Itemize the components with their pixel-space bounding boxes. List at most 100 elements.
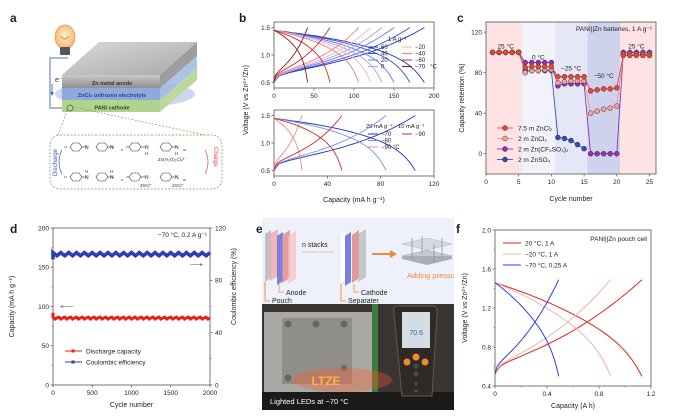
y-right-tick-label: 0 xyxy=(215,382,219,389)
x-tick-label: 15 xyxy=(580,179,588,186)
legend-marker xyxy=(502,125,508,131)
legend-label: Coulombic efficiency xyxy=(86,359,146,366)
svg-text:m: m xyxy=(183,147,187,152)
discharge-curve-bottom-0 xyxy=(273,117,416,171)
legend-marker xyxy=(71,349,75,353)
data-point xyxy=(561,135,568,142)
discharge-curve-top-4 xyxy=(273,29,372,83)
data-point xyxy=(535,63,542,70)
x-axis-label: Capacity (mA h g⁻¹) xyxy=(323,197,385,204)
data-point xyxy=(555,73,561,80)
y-tick-label: 1.5 xyxy=(261,113,270,120)
cathode-label: PANI cathode xyxy=(94,106,129,112)
panel-label-c: c xyxy=(457,11,464,25)
coulombic-efficiency-series xyxy=(51,248,212,260)
svg-text:m: m xyxy=(183,177,187,182)
data-point xyxy=(555,134,561,141)
panel-label-d: d xyxy=(10,222,18,236)
temperature-region xyxy=(587,22,621,174)
arrow-left-head xyxy=(60,305,63,308)
circuit-wire xyxy=(49,57,64,109)
y-axis-label: Capacity (mA h g⁻¹) xyxy=(9,276,16,338)
data-point xyxy=(542,63,548,70)
x-tick-label: 200 xyxy=(429,93,440,100)
legend-label: 20 xyxy=(381,58,388,64)
bottom-counterion-1: ZnCl⁺ xyxy=(140,183,153,188)
pressure-label: Adding pressure xyxy=(407,271,454,280)
y-tick-label: 80 xyxy=(475,70,483,77)
data-point xyxy=(496,49,502,56)
y-tick-label: 40 xyxy=(475,111,483,118)
legend-unit: °C xyxy=(430,65,437,71)
x-axis-label: Cycle number xyxy=(110,402,154,409)
data-point xyxy=(555,80,561,86)
x-tick-label: 40 xyxy=(324,181,332,188)
y-tick-label: 1.0 xyxy=(261,52,270,59)
temperature-region xyxy=(521,22,555,174)
y-tick-label: 0.8 xyxy=(482,344,491,351)
data-point xyxy=(607,86,613,92)
x-tick-label: 120 xyxy=(429,181,440,188)
legend-label: −70 xyxy=(415,65,426,71)
x-tick-label: 10 xyxy=(548,179,556,186)
y-axis-label: Capacity retention (%) xyxy=(459,63,466,132)
charge-curve-bottom-0 xyxy=(273,115,416,171)
battery-schematic: e⁻ Zn metal anode ZnCl₂ unfrozen electro… xyxy=(49,24,223,190)
data-point xyxy=(614,85,620,91)
y-tick-label: 100 xyxy=(38,304,49,311)
x-tick-label: 0 xyxy=(272,93,276,100)
discharge-curve-2 xyxy=(494,282,560,377)
x-tick-label: 2000 xyxy=(203,390,218,397)
data-point xyxy=(522,69,528,76)
legend-marker xyxy=(502,146,508,152)
photo-caption: Lighted LEDs at −70 °C xyxy=(270,397,349,406)
x-tick-label: 1500 xyxy=(164,390,179,397)
charge-curve-top-4 xyxy=(273,27,372,83)
plot-frame xyxy=(494,229,652,387)
data-point xyxy=(587,88,594,94)
y-tick-label: 1.6 xyxy=(482,266,491,273)
svg-text:N: N xyxy=(145,145,149,151)
discharge-arrow-icon xyxy=(58,149,63,175)
charge-curve-bottom-3 xyxy=(273,115,343,171)
legend-label: −90 °C xyxy=(381,145,400,151)
svg-text:N: N xyxy=(145,175,149,181)
y-tick-label: 0.5 xyxy=(261,168,270,175)
discharge-curve-top-5 xyxy=(273,29,360,83)
data-point xyxy=(522,64,528,71)
y-tick-label: 1.2 xyxy=(482,305,491,312)
temperature-region xyxy=(620,22,656,174)
y-right-tick-label: 40 xyxy=(215,330,223,337)
x-tick-label: 0 xyxy=(51,390,55,397)
x-tick-label: 0 xyxy=(484,179,488,186)
y-tick-label: 2.0 xyxy=(482,227,491,234)
data-point xyxy=(600,150,607,157)
electrolyte-label: ZnCl₂ unfrozen electrolyte xyxy=(78,93,146,99)
legend-label: −20 °C, 1 A xyxy=(525,250,559,258)
x-tick-label: 500 xyxy=(87,390,98,397)
y-right-axis-label: Coulombic efficiency (%) xyxy=(231,248,238,325)
y-tick-label: 1.5 xyxy=(261,25,270,32)
y-tick-label: 50 xyxy=(42,343,50,350)
charge-curve-1 xyxy=(494,279,612,375)
charge-curve-2 xyxy=(494,279,560,375)
svg-text:N: N xyxy=(175,175,179,181)
legend-label: −90 xyxy=(415,132,426,138)
data-point xyxy=(561,73,568,80)
y-right-tick-label: 120 xyxy=(215,225,226,232)
panel-label-f: f xyxy=(456,222,460,236)
led-text: LTZE xyxy=(311,374,340,388)
x-tick-label: 150 xyxy=(389,93,400,100)
data-point xyxy=(620,52,627,59)
x-tick-label: 25 xyxy=(646,179,654,186)
separator-label: Separater xyxy=(348,298,379,305)
panel-label-e: e xyxy=(256,222,263,236)
stack-diagram-1 xyxy=(265,229,296,285)
y-axis-label: Voltage (V vs Zn²⁺/Zn) xyxy=(243,65,250,135)
data-point xyxy=(594,87,600,93)
data-point xyxy=(581,73,587,80)
discharge-label: Discharge xyxy=(53,148,59,176)
y-tick-label: 200 xyxy=(38,225,49,232)
charge-curve-top-2 xyxy=(273,27,395,83)
data-point xyxy=(646,52,653,59)
